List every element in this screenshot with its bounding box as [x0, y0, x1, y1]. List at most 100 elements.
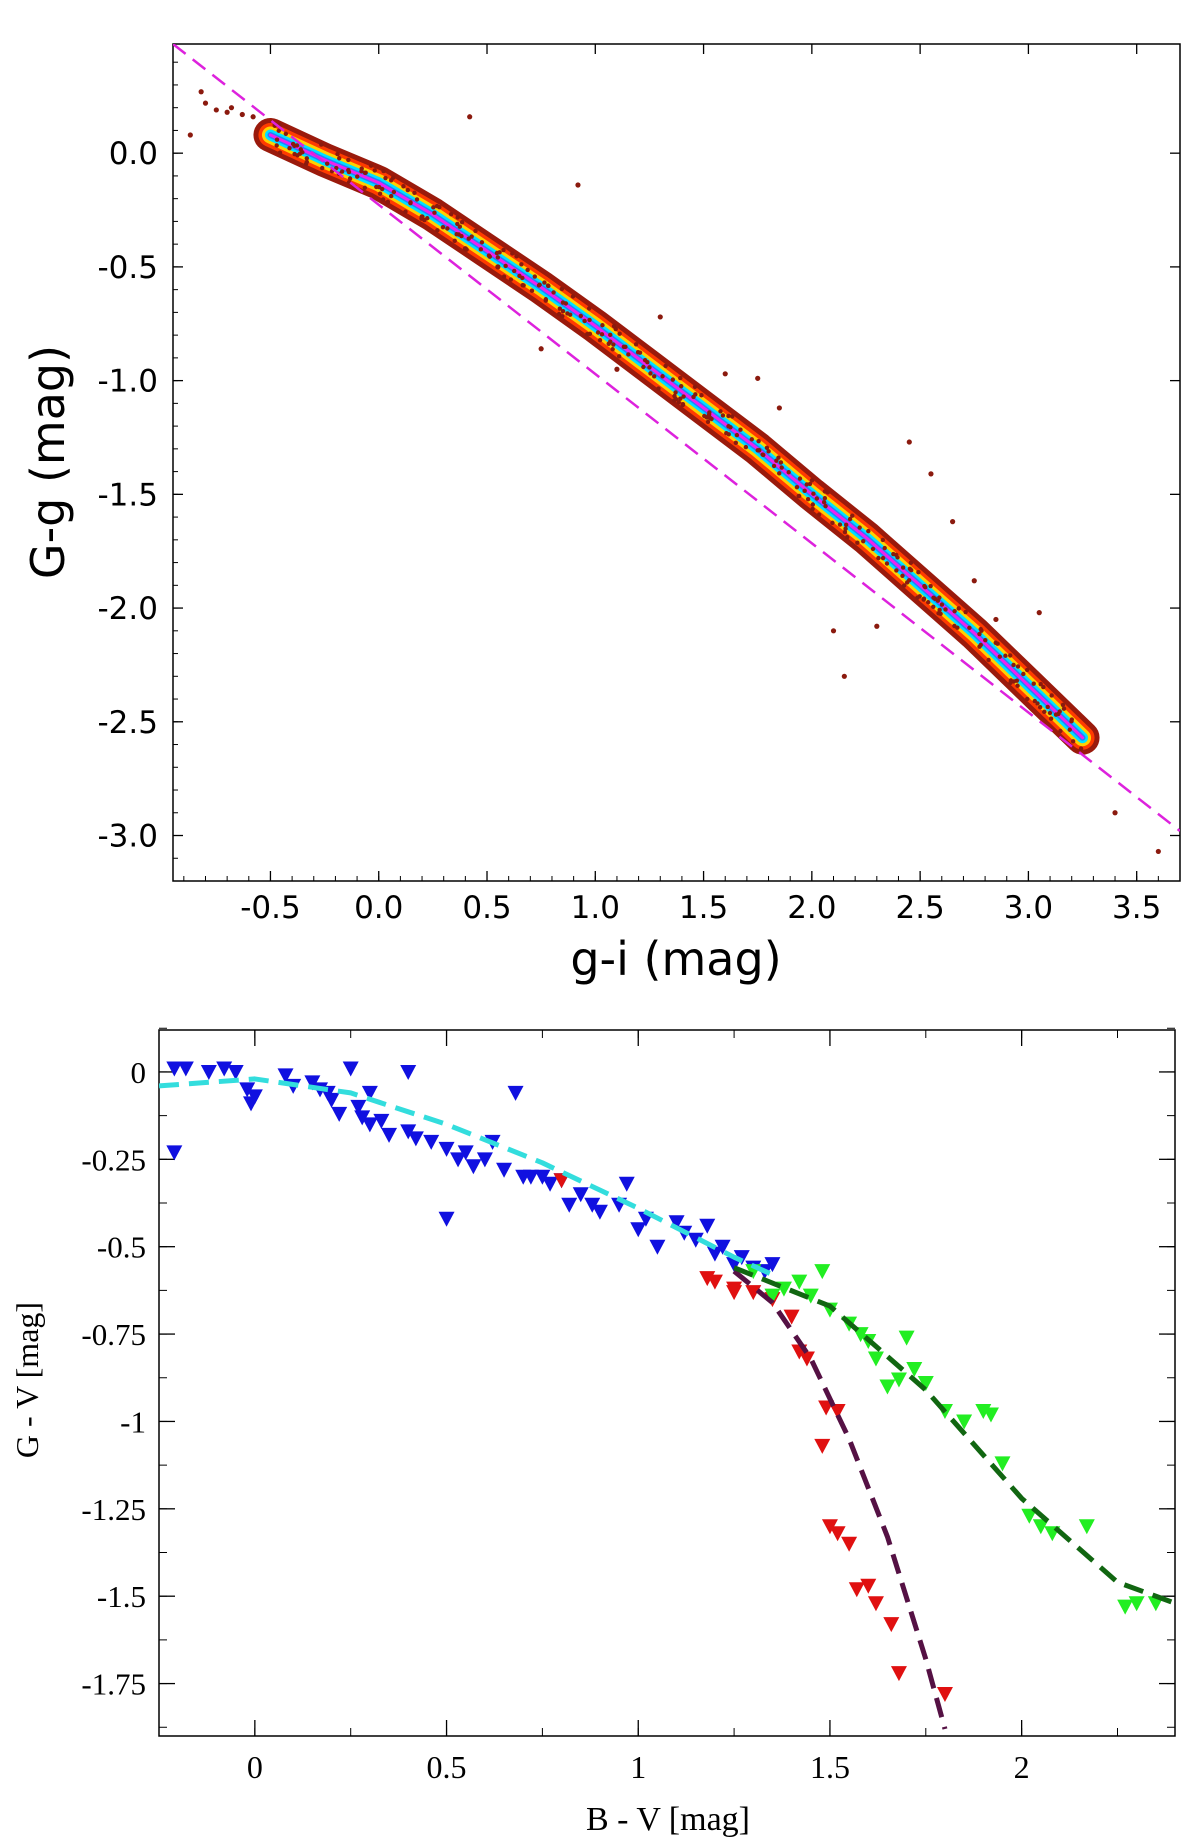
density-point [804, 482, 809, 487]
density-point [435, 228, 440, 233]
blue-triangle-marker [668, 1215, 685, 1231]
density-point [559, 286, 565, 292]
density-point [724, 431, 729, 436]
density-point [771, 463, 777, 469]
density-point [337, 156, 342, 161]
density-point [362, 185, 368, 190]
density-point [925, 600, 931, 605]
density-point [346, 157, 351, 163]
top-plot-frame [172, 43, 1181, 882]
blue-triangle-marker [476, 1152, 493, 1168]
purple-fit [732, 1269, 948, 1730]
green-triangle-marker [994, 1456, 1011, 1472]
density-point [1041, 684, 1046, 690]
density-point [720, 413, 726, 418]
density-point [512, 268, 517, 274]
green-triangle-marker [982, 1407, 999, 1423]
density-point [276, 128, 281, 133]
green-triangle-marker [906, 1362, 923, 1378]
density-point [557, 306, 563, 311]
green-triangle-marker [898, 1330, 915, 1346]
density-point [823, 503, 828, 509]
density-point [810, 506, 815, 512]
density-point [850, 513, 855, 518]
outlier-point [228, 105, 235, 111]
density-point [1024, 667, 1030, 673]
blue-triangle-marker [177, 1061, 194, 1077]
density-point [672, 398, 677, 403]
red-triangle-marker [936, 1687, 953, 1703]
density-point [536, 283, 542, 288]
density-point [738, 427, 743, 432]
blue-triangle-marker [450, 1152, 467, 1168]
density-point [617, 331, 622, 336]
density-point [774, 458, 779, 463]
bottom-y-tick-label: -0.25 [81, 1142, 146, 1177]
red-triangle-marker [553, 1173, 570, 1189]
density-point [495, 255, 501, 260]
density-point [1045, 704, 1050, 710]
density-point [857, 525, 862, 530]
density-point [372, 168, 377, 173]
top-y-tick-label: -2.0 [98, 591, 159, 627]
darkgreen-fit [733, 1265, 1175, 1606]
outlier-point [198, 89, 204, 95]
density-point [570, 294, 576, 299]
density-point [339, 169, 345, 174]
blue-triangle-marker [542, 1176, 559, 1192]
green-triangle-marker [814, 1264, 831, 1280]
density-point [805, 497, 811, 502]
density-point [1069, 719, 1074, 724]
density-point [816, 512, 822, 517]
density-point [597, 337, 603, 343]
density-point [319, 142, 324, 147]
density-point [582, 318, 587, 324]
blue-triangle-marker [323, 1092, 340, 1108]
red-triangle-marker [706, 1274, 723, 1290]
density-point [678, 375, 683, 381]
outlier-point [928, 471, 934, 477]
density-point [670, 377, 676, 382]
bottom-x-axis-label: B - V [mag] [586, 1801, 750, 1838]
density-point [1048, 716, 1054, 721]
density-point [693, 392, 698, 397]
top-x-tick-label: 0.0 [354, 890, 403, 926]
density-point [324, 161, 330, 166]
green-triangle-marker [1021, 1508, 1038, 1524]
green-triangle-marker [1117, 1599, 1134, 1615]
density-point [568, 312, 573, 317]
outlier-point [250, 114, 256, 120]
density-point [894, 552, 899, 558]
density-point [802, 488, 807, 494]
density-point [600, 323, 605, 328]
density-point [532, 274, 537, 279]
density-point [756, 438, 761, 444]
bottom-x-tick-label: 1 [630, 1749, 646, 1785]
density-point [1015, 683, 1020, 688]
top-x-tick-label: 2.5 [895, 890, 944, 926]
outlier-point [239, 111, 245, 118]
density-point [931, 604, 936, 609]
blue-triangle-marker [465, 1159, 482, 1175]
density-point [355, 174, 360, 179]
density-point [1061, 706, 1067, 711]
density-point [1008, 653, 1013, 658]
density-point [585, 332, 590, 337]
top-x-tick-label: 1.0 [571, 890, 620, 926]
blue-triangle-marker [522, 1169, 539, 1185]
green-triangle-marker [956, 1414, 973, 1430]
density-point [455, 215, 460, 220]
density-point [287, 146, 292, 151]
density-point [979, 628, 984, 633]
density-point [517, 273, 522, 279]
density-point [830, 520, 835, 526]
density-point [921, 597, 926, 602]
density-point [678, 384, 684, 389]
blue-triangle-marker [342, 1061, 359, 1077]
density-point [743, 444, 749, 450]
outlier-point [657, 314, 663, 320]
blue-triangle-marker [714, 1239, 731, 1255]
density-point [508, 277, 514, 282]
density-point [676, 400, 681, 405]
bottom-axis-ticks [158, 1027, 1175, 1736]
